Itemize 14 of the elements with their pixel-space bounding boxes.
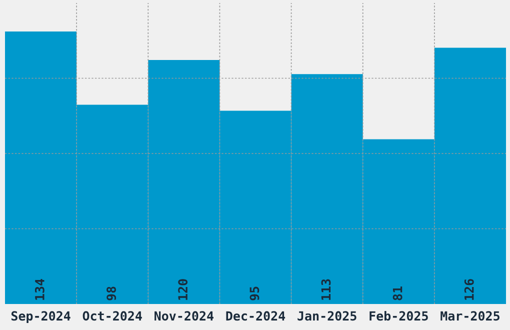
data-label: 126 xyxy=(464,279,474,300)
x-tick-label: Sep-2024 xyxy=(11,311,70,324)
x-tick-label: Feb-2025 xyxy=(370,310,428,321)
data-label: 95 xyxy=(250,286,260,300)
x-tick-label: Oct-2024 xyxy=(82,311,142,321)
data-label: 98 xyxy=(106,286,116,300)
data-label: 113 xyxy=(321,279,331,300)
data-label: 120 xyxy=(178,279,188,300)
x-tick-label: Dec-2024 xyxy=(226,311,286,321)
x-tick-label: Jan-2025 xyxy=(298,311,356,321)
x-tick-label: Nov-2024 xyxy=(154,311,214,321)
data-label: 81 xyxy=(392,286,402,300)
data-label: 134 xyxy=(34,278,44,300)
x-tick-label: Mar-2025 xyxy=(440,311,500,321)
